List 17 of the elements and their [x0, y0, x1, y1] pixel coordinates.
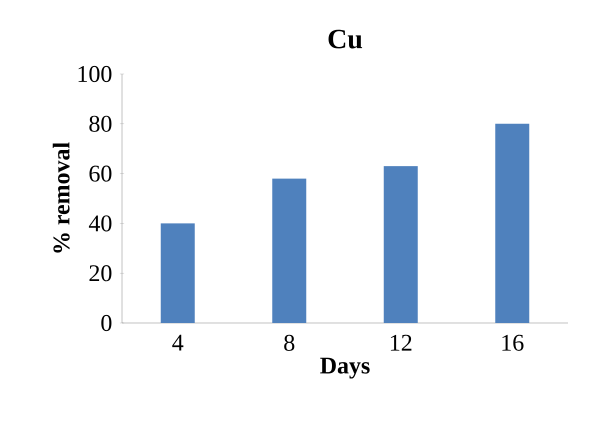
x-tick-label: 16 [502, 334, 524, 351]
chart-title: Cu [328, 30, 362, 48]
x-tick-label: 4 [172, 334, 184, 351]
y-tick-label: 0 [101, 314, 112, 332]
y-tick-label: 20 [89, 265, 112, 282]
bar [160, 223, 195, 323]
x-tick-label: 12 [390, 334, 412, 351]
y-tick-label: 40 [88, 215, 112, 232]
x-axis-title: Days [320, 358, 370, 379]
y-axis-title: % removal [52, 142, 70, 253]
y-tick-label: 60 [89, 166, 112, 182]
y-tick-label: 80 [89, 116, 112, 132]
y-tick-label: 100 [78, 66, 112, 82]
bar [272, 178, 306, 323]
bar [495, 124, 530, 323]
bar [384, 166, 418, 323]
x-tick-label: 8 [284, 334, 294, 351]
